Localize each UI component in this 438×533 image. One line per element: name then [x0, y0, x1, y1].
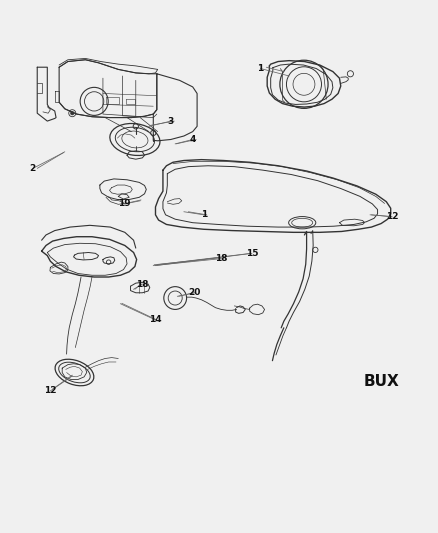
Text: 20: 20	[189, 288, 201, 297]
Text: 18: 18	[136, 279, 148, 288]
Text: 1: 1	[258, 64, 264, 73]
Circle shape	[71, 111, 74, 115]
Text: 15: 15	[246, 249, 258, 258]
Text: 12: 12	[44, 386, 57, 395]
Text: 4: 4	[190, 135, 196, 144]
Text: 1: 1	[201, 211, 207, 219]
Text: 18: 18	[215, 254, 227, 263]
Text: 2: 2	[30, 164, 36, 173]
Text: 14: 14	[149, 316, 162, 325]
Text: BUX: BUX	[363, 374, 399, 389]
Text: 19: 19	[119, 199, 131, 208]
Text: 12: 12	[386, 212, 398, 221]
Text: 3: 3	[168, 117, 174, 126]
